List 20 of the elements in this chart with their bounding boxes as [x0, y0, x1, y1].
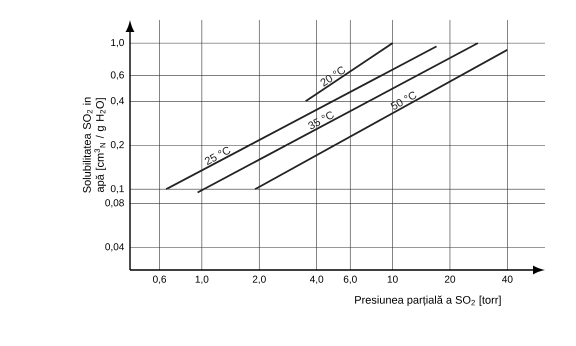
x-tick-label: 0,6 [152, 276, 166, 284]
y-tick-label: 0,2 [110, 141, 124, 150]
x-tick-label: 10 [388, 276, 398, 283]
x-axis-title: Presiunea parțială a SO$_{2}$ [torr] [355, 296, 501, 306]
x-tick-label: 20 [444, 276, 456, 283]
x-tick-label: 1,0 [196, 276, 208, 284]
y-tick-label: 0,08 [105, 199, 124, 208]
x-tick-label: 40 [502, 276, 513, 283]
text: 50 °C [390, 92, 416, 110]
x-tick-label: 2,0 [252, 276, 266, 284]
y-tick-label: 1,0 [111, 39, 124, 48]
text: 20 °C [320, 66, 346, 87]
y-tick-label: 0,04 [105, 243, 124, 252]
x-tick-label: 4,0 [310, 276, 324, 284]
text: 25 °C [204, 146, 230, 166]
y-tick-label: 0,1 [110, 185, 124, 194]
x-tick-label: 6,0 [344, 276, 357, 284]
y-tick-label: 0,4 [110, 97, 124, 106]
text: 35 °C [308, 111, 334, 130]
y-tick-label: 0,6 [110, 71, 124, 80]
